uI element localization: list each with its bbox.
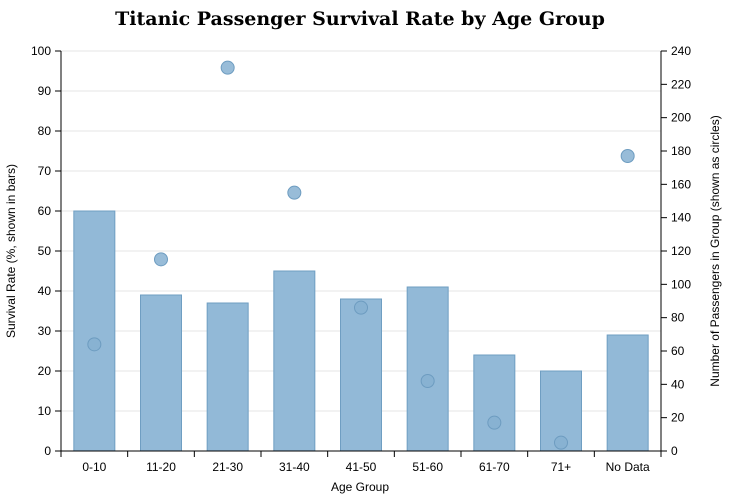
x-tick-label: 51-60 bbox=[412, 460, 443, 474]
left-tick-label: 60 bbox=[38, 204, 52, 218]
x-tick-label: 41-50 bbox=[346, 460, 377, 474]
right-tick-label: 120 bbox=[671, 244, 691, 258]
right-tick-label: 40 bbox=[671, 377, 685, 391]
right-tick-label: 100 bbox=[671, 277, 691, 291]
left-tick-label: 30 bbox=[38, 324, 52, 338]
x-tick-label: 31-40 bbox=[279, 460, 310, 474]
right-tick-label: 140 bbox=[671, 211, 691, 225]
left-tick-label: 50 bbox=[38, 244, 52, 258]
circle-0-10 bbox=[87, 337, 102, 352]
left-y-axis-title: Survival Rate (%, shown in bars) bbox=[4, 164, 18, 338]
left-tick-label: 80 bbox=[38, 124, 52, 138]
right-tick-label: 80 bbox=[671, 311, 685, 325]
right-tick-label: 0 bbox=[671, 444, 678, 458]
bar-11-20 bbox=[140, 294, 182, 452]
right-tick-label: 20 bbox=[671, 411, 685, 425]
right-y-axis: 0 20 40 60 80 100 120 140 160 180 200 220 240 bbox=[660, 44, 691, 458]
x-tick-label: 61-70 bbox=[479, 460, 510, 474]
circles bbox=[87, 60, 635, 450]
x-tick-label: 21-30 bbox=[212, 460, 243, 474]
right-tick-label: 160 bbox=[671, 177, 691, 191]
left-tick-label: 40 bbox=[38, 284, 52, 298]
bar-41-50 bbox=[340, 298, 382, 452]
x-axis-title: Age Group bbox=[331, 480, 389, 494]
circle-71+ bbox=[554, 435, 568, 450]
x-tick-label: No Data bbox=[606, 460, 650, 474]
circle-No Data bbox=[620, 149, 635, 163]
bar-31-40 bbox=[273, 270, 316, 452]
left-tick-label: 0 bbox=[44, 444, 51, 458]
circle-61-70 bbox=[487, 415, 502, 430]
circle-41-50 bbox=[354, 300, 368, 315]
bar-0-10 bbox=[73, 210, 116, 452]
circle-21-30 bbox=[220, 60, 235, 75]
circle-11-20 bbox=[154, 252, 168, 267]
left-tick-label: 10 bbox=[38, 404, 52, 418]
x-tick-label: 0-10 bbox=[82, 460, 106, 474]
right-y-axis-title: Number of Passengers in Group (shown as … bbox=[708, 115, 722, 386]
chart-title: Titanic Passenger Survival Rate by Age G… bbox=[115, 8, 605, 30]
right-tick-label: 200 bbox=[671, 111, 691, 125]
left-y-axis: 0 10 20 30 40 50 60 70 80 90 100 bbox=[31, 44, 62, 458]
bar-21-30 bbox=[206, 302, 249, 452]
bar-No Data bbox=[606, 334, 649, 452]
left-tick-label: 90 bbox=[38, 84, 52, 98]
bar-51-60 bbox=[406, 286, 449, 452]
x-tick-label: 71+ bbox=[551, 460, 571, 474]
right-tick-label: 220 bbox=[671, 77, 691, 91]
right-tick-label: 240 bbox=[671, 44, 691, 58]
circle-31-40 bbox=[287, 185, 302, 200]
left-tick-label: 100 bbox=[31, 44, 51, 58]
circle-51-60 bbox=[420, 374, 435, 388]
x-tick-label: 11-20 bbox=[146, 460, 176, 474]
left-tick-label: 70 bbox=[38, 164, 52, 178]
left-tick-label: 20 bbox=[38, 364, 52, 378]
bar-61-70 bbox=[473, 354, 516, 452]
right-tick-label: 60 bbox=[671, 344, 685, 358]
right-tick-label: 180 bbox=[671, 144, 691, 158]
x-axis: 0-10 11-20 21-30 31-40 41-50 51-60 61-70 71+ No … bbox=[60, 450, 662, 474]
